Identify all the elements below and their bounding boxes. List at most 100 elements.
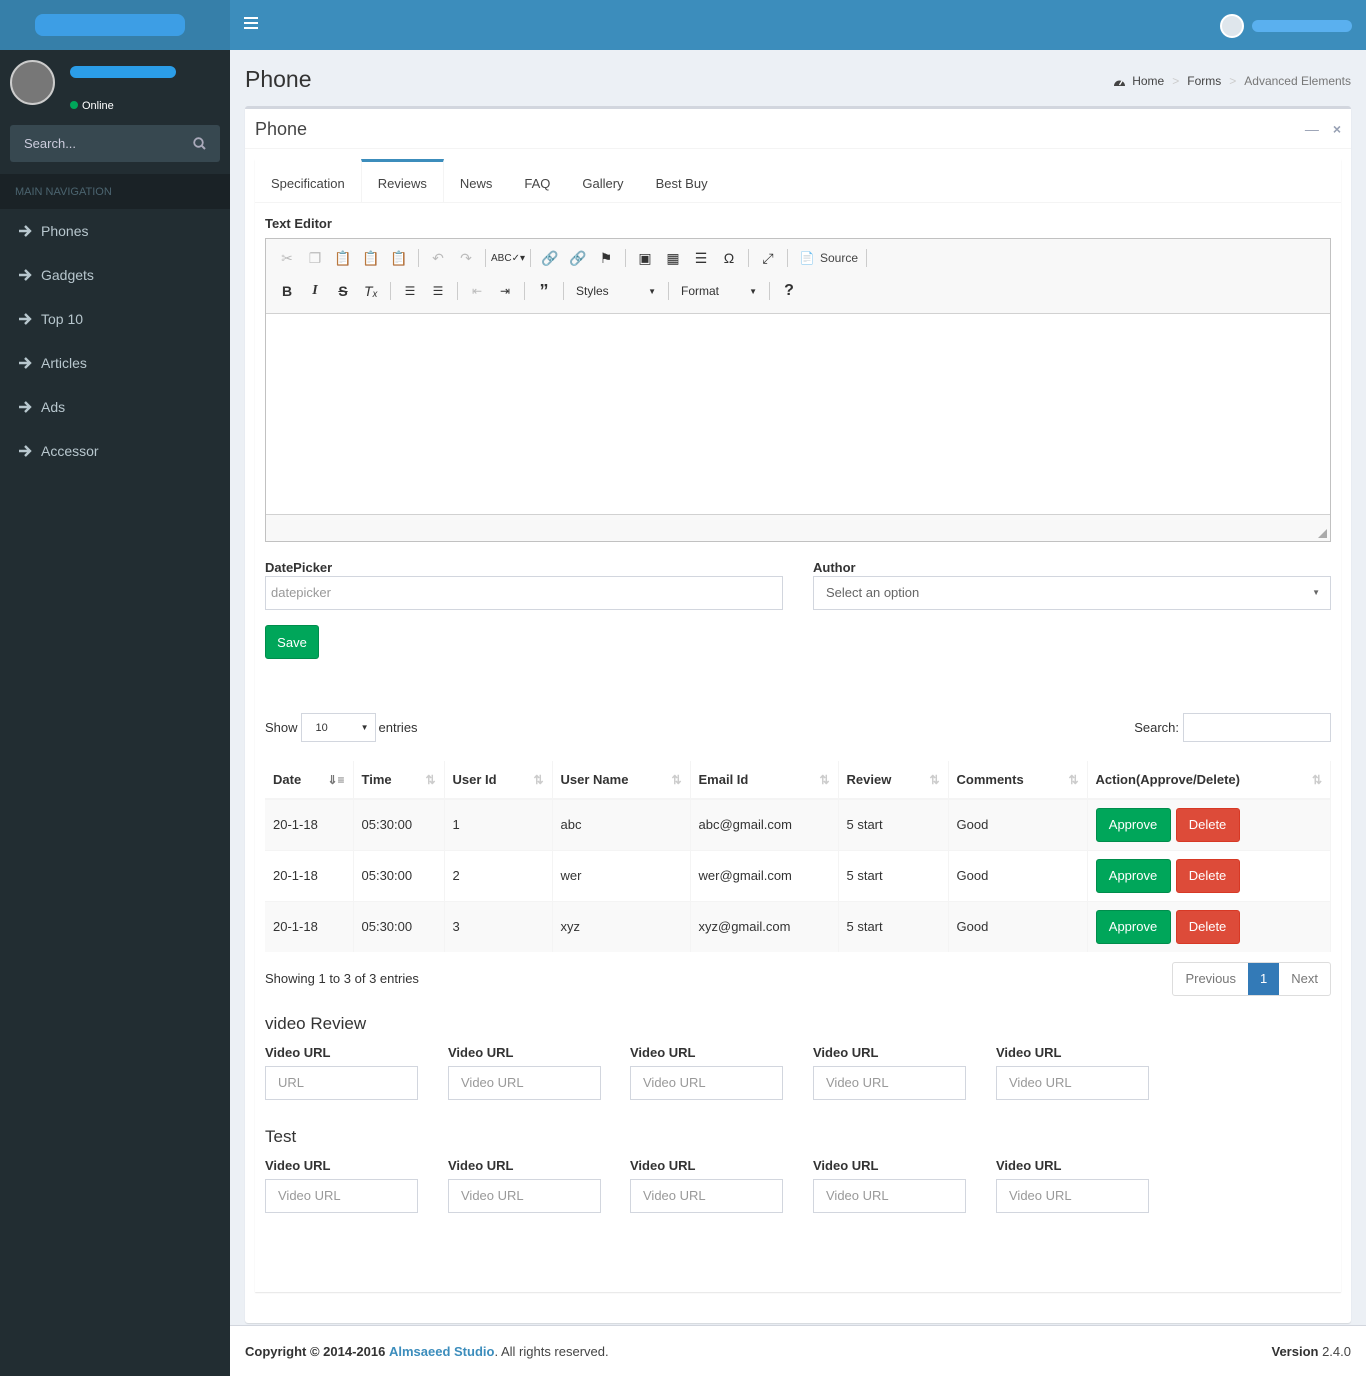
copy-icon[interactable]: ❐ bbox=[308, 249, 322, 266]
previous-button[interactable]: Previous bbox=[1185, 971, 1237, 986]
logo[interactable] bbox=[0, 0, 230, 50]
remove-format-icon[interactable]: Tₓ bbox=[364, 283, 378, 299]
arrow-right-icon bbox=[19, 269, 32, 281]
delete-button[interactable]: Delete bbox=[1175, 807, 1240, 842]
page-length-select[interactable]: 10 ▼ bbox=[300, 713, 376, 742]
table-search: Search: bbox=[1134, 713, 1331, 742]
resize-handle-icon[interactable] bbox=[1318, 529, 1327, 538]
table-icon[interactable]: ▦ bbox=[666, 249, 680, 266]
status-dot-icon bbox=[70, 101, 78, 109]
unlink-icon[interactable]: 🔗 bbox=[569, 249, 587, 266]
sidebar-item-gadgets[interactable]: Gadgets bbox=[0, 253, 230, 297]
video-url-input[interactable]: URL bbox=[265, 1066, 418, 1100]
paste-text-icon[interactable]: 📋 bbox=[362, 249, 380, 266]
delete-button[interactable]: Delete bbox=[1175, 858, 1240, 893]
page-1-button[interactable]: 1 bbox=[1248, 963, 1280, 995]
editor-content-area[interactable] bbox=[266, 314, 1330, 515]
cut-icon[interactable]: ✂ bbox=[281, 249, 293, 266]
author-label: Author bbox=[813, 560, 856, 575]
table-row: 20-1-18 05:30:00 2 wer wer@gmail.com 5 start G… bbox=[265, 849, 1331, 901]
rights-text: All rights reserved. bbox=[500, 1344, 609, 1359]
user-panel: Online bbox=[10, 60, 220, 112]
tab-bar: Specification Reviews News FAQ Gallery B… bbox=[255, 159, 1341, 203]
sort-icon: ⇅ bbox=[533, 773, 544, 787]
video-url-input[interactable]: Video URL bbox=[448, 1066, 601, 1100]
bold-icon[interactable]: B bbox=[281, 283, 293, 299]
indent-icon[interactable]: ⇥ bbox=[499, 284, 511, 298]
sidebar-item-accessor[interactable]: Accessor bbox=[0, 429, 230, 473]
source-icon[interactable]: 📄 bbox=[799, 251, 815, 265]
approve-button[interactable]: Approve bbox=[1095, 807, 1171, 842]
maximize-icon[interactable]: ⤢ bbox=[762, 249, 774, 266]
italic-icon[interactable]: I bbox=[312, 283, 318, 298]
tab-faq[interactable]: FAQ bbox=[524, 176, 551, 191]
spellcheck-icon[interactable]: ABC✓▾ bbox=[491, 252, 525, 264]
search-icon[interactable] bbox=[193, 137, 206, 150]
outdent-icon[interactable]: ⇤ bbox=[471, 284, 483, 298]
video-url-field: Video URL Video URL bbox=[996, 1045, 1149, 1100]
strikethrough-icon[interactable]: S bbox=[338, 283, 348, 299]
column-header-comments[interactable]: Comments ⇅ bbox=[948, 761, 1088, 800]
video-url-input[interactable]: Video URL bbox=[996, 1179, 1149, 1213]
paste-icon[interactable]: 📋 bbox=[334, 249, 352, 266]
horizontal-rule-icon[interactable]: ☰ bbox=[694, 249, 708, 266]
source-button[interactable]: Source bbox=[820, 251, 859, 265]
tab-news[interactable]: News bbox=[459, 176, 493, 191]
column-header-email[interactable]: Email Id ⇅ bbox=[690, 761, 839, 800]
sort-icon: ⇅ bbox=[819, 773, 830, 787]
datepicker-input[interactable]: datepicker bbox=[265, 576, 783, 610]
save-button[interactable]: Save bbox=[265, 625, 319, 659]
column-header-time[interactable]: Time ⇅ bbox=[353, 761, 445, 800]
undo-icon[interactable]: ↶ bbox=[432, 249, 444, 266]
link-icon[interactable]: 🔗 bbox=[541, 249, 559, 266]
video-url-input[interactable]: Video URL bbox=[630, 1066, 783, 1100]
image-icon[interactable]: ▣ bbox=[638, 249, 652, 266]
help-icon[interactable]: ? bbox=[784, 282, 794, 299]
table-search-input[interactable] bbox=[1183, 713, 1331, 742]
sort-icon: ⇅ bbox=[1068, 773, 1079, 787]
delete-button[interactable]: Delete bbox=[1175, 909, 1240, 944]
special-char-icon[interactable]: Ω bbox=[723, 250, 735, 266]
video-url-input[interactable]: Video URL bbox=[448, 1179, 601, 1213]
video-url-input[interactable]: Video URL bbox=[813, 1066, 966, 1100]
column-header-user-name[interactable]: User Name ⇅ bbox=[552, 761, 691, 800]
video-url-input[interactable]: Video URL bbox=[996, 1066, 1149, 1100]
bullet-list-icon[interactable]: ☰ bbox=[432, 284, 444, 298]
tab-gallery[interactable]: Gallery bbox=[582, 176, 624, 191]
next-button[interactable]: Next bbox=[1291, 971, 1318, 986]
paste-word-icon[interactable]: 📋 bbox=[390, 249, 408, 266]
breadcrumb-home[interactable]: Home bbox=[1132, 74, 1165, 88]
video-url-input[interactable]: Video URL bbox=[813, 1179, 966, 1213]
sidebar-item-ads[interactable]: Ads bbox=[0, 385, 230, 429]
table-row: 20-1-18 05:30:00 3 xyz xyz@gmail.com 5 start G… bbox=[265, 900, 1331, 952]
blockquote-icon[interactable]: ” bbox=[539, 280, 549, 301]
minus-icon[interactable]: — bbox=[1304, 121, 1319, 137]
styles-dropdown[interactable]: Styles ▼ bbox=[576, 284, 656, 298]
numbered-list-icon[interactable]: ☰ bbox=[404, 284, 416, 298]
column-header-action[interactable]: Action(Approve/Delete) ⇅ bbox=[1087, 761, 1331, 800]
menu-toggle-icon[interactable] bbox=[244, 17, 258, 32]
page-title: Phone bbox=[245, 66, 312, 92]
sidebar-search-input[interactable] bbox=[10, 125, 180, 162]
brand-link[interactable]: Almsaeed Studio bbox=[388, 1344, 495, 1359]
column-header-user-id[interactable]: User Id ⇅ bbox=[444, 761, 553, 800]
anchor-flag-icon[interactable]: ⚑ bbox=[599, 249, 613, 266]
approve-button[interactable]: Approve bbox=[1095, 858, 1171, 893]
tab-specification[interactable]: Specification bbox=[271, 176, 345, 191]
video-url-input[interactable]: Video URL bbox=[630, 1179, 783, 1213]
user-menu[interactable] bbox=[1220, 14, 1352, 38]
breadcrumb-forms[interactable]: Forms bbox=[1187, 74, 1222, 88]
tab-reviews[interactable]: Reviews bbox=[360, 159, 444, 202]
approve-button[interactable]: Approve bbox=[1095, 909, 1171, 944]
redo-icon[interactable]: ↷ bbox=[460, 249, 472, 266]
video-url-input[interactable]: Video URL bbox=[265, 1179, 418, 1213]
format-dropdown[interactable]: Format ▼ bbox=[681, 284, 757, 298]
tab-best-buy[interactable]: Best Buy bbox=[655, 176, 708, 191]
close-icon[interactable]: × bbox=[1332, 121, 1341, 137]
column-header-review[interactable]: Review ⇅ bbox=[838, 761, 949, 800]
column-header-date[interactable]: Date ⇓≡ bbox=[265, 761, 354, 800]
sidebar-item-articles[interactable]: Articles bbox=[0, 341, 230, 385]
sidebar-item-top10[interactable]: Top 10 bbox=[0, 297, 230, 341]
author-select[interactable]: Select an option ▼ bbox=[813, 576, 1331, 610]
sidebar-item-phones[interactable]: Phones bbox=[0, 209, 230, 253]
